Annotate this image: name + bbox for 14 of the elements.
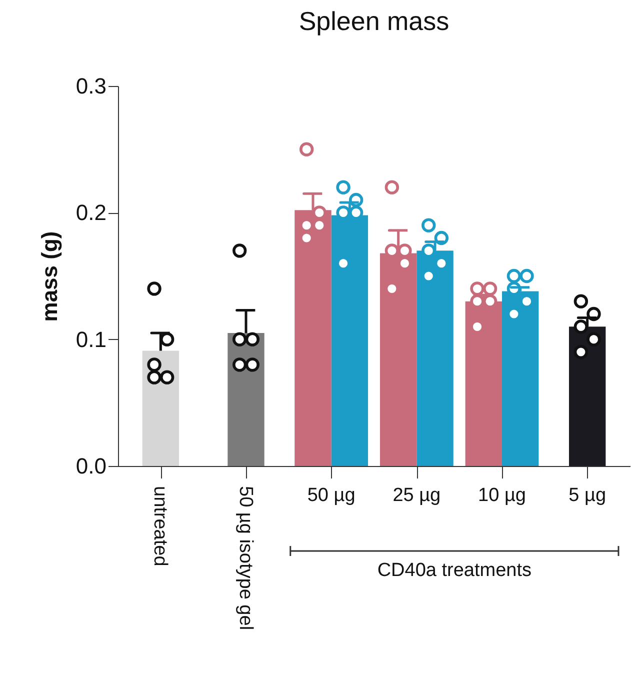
x-tick-label: 25 µg (392, 485, 441, 506)
bar (568, 326, 606, 466)
x-tick-label: untreated (150, 486, 171, 566)
y-tick-label: 0.0 (76, 454, 106, 478)
x-tick-label: 10 µg (478, 485, 526, 506)
x-tick-label: 50 µg (307, 485, 356, 506)
x-tick-label: 5 µg (568, 485, 606, 506)
y-tick-label: 0.1 (76, 326, 106, 352)
y-tick-label: 0.3 (76, 74, 106, 98)
chart-title: Spleen mass (298, 6, 450, 36)
x-tick-label: 50 µg isotype gel (235, 486, 256, 630)
y-axis-title: mass (g) (36, 231, 62, 322)
y-tick-label: 0.2 (76, 200, 106, 226)
text: CD40a treatments (377, 560, 532, 581)
